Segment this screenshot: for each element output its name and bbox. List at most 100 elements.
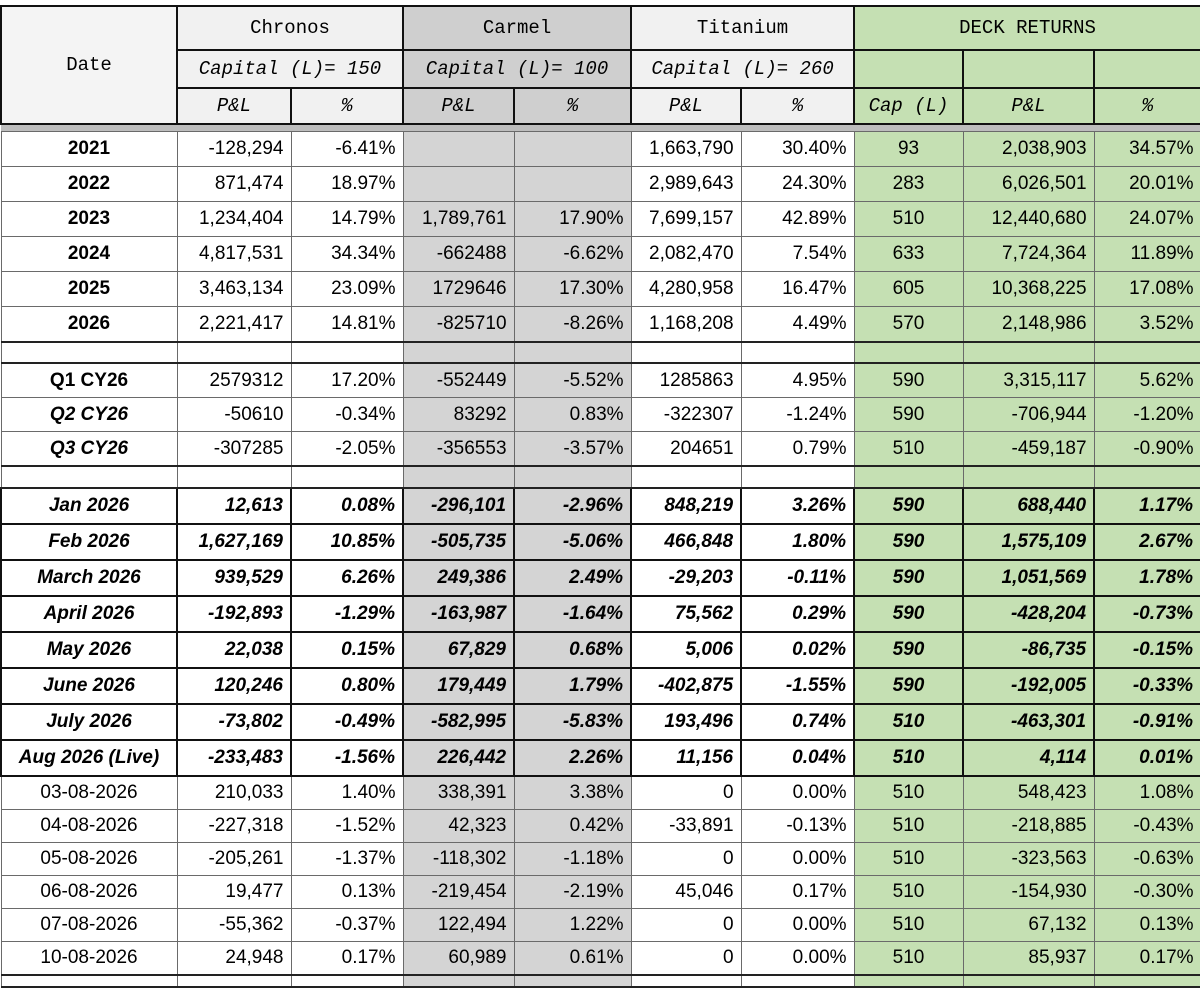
section: 03-08-2026 210,033 1.40% 338,391 3.38% 0 0.00%… [0,775,1200,976]
cell: -3.57% [513,431,632,467]
column-header: % [289,87,405,125]
cell: -2.05% [290,431,404,467]
cell: 204651 [630,431,742,467]
cell: 0.17% [290,941,404,976]
capital: Capital (L)= 150 [175,49,405,89]
blank-cell [962,465,1095,489]
column-row: P&L% P&L% P&L% Cap (L) P&L% [1,87,1200,125]
cell: -1.18% [513,842,632,876]
cell: 179,449 [402,667,516,705]
data-row: March 2026 939,529 6.26% 249,386 2.49% -29,20… [0,559,1200,597]
cell: 590 [853,397,964,432]
cell: 10.85% [289,523,405,561]
cell: 0.83% [513,397,632,432]
cell: 42,323 [402,809,515,843]
cell: 510 [853,875,964,909]
cell: -706,944 [962,397,1095,432]
row-label: May 2026 [0,631,178,669]
separator-cell [1,124,1200,132]
cell: 20.01% [1093,166,1200,202]
cell: 0 [630,908,742,942]
cell: -2.96% [513,487,633,525]
row-label: 06-08-2026 [0,875,178,909]
cell: 1,663,790 [630,131,742,167]
cell: 122,494 [402,908,515,942]
row-label: 2024 [0,236,178,272]
cell: 6.26% [289,559,405,597]
row-label: Q1 CY26 [0,362,178,398]
row-label: Q2 CY26 [0,397,178,432]
cell: 7.54% [740,236,855,272]
cell: 0.42% [513,809,632,843]
blank-cell [402,974,515,988]
cell: -428,204 [962,595,1096,633]
cell: -118,302 [402,842,515,876]
cell: 17.20% [290,362,404,398]
cell: -0.33% [1093,667,1200,705]
cell: -192,005 [962,667,1096,705]
cell: 1,051,569 [962,559,1096,597]
cell: 249,386 [402,559,516,597]
cell: 1285863 [630,362,742,398]
row-label: April 2026 [0,595,178,633]
row-label: Jan 2026 [0,487,178,525]
row-label: 05-08-2026 [0,842,178,876]
cell: 30.40% [740,131,855,167]
blank-cell [290,465,404,489]
data-row: 2023 1,234,404 14.79% 1,789,761 17.90% 7,699,… [0,201,1200,237]
cell: 1,575,109 [962,523,1096,561]
cell: 590 [853,362,964,398]
cell: 0.00% [740,775,855,810]
data-row: 2022 871,474 18.97% 2,989,643 24.30% 283 6,026… [0,166,1200,202]
cell: -8.26% [513,306,632,343]
cell: 590 [853,667,965,705]
cell: 0.08% [289,487,405,525]
data-row: June 2026 120,246 0.80% 179,449 1.79% -402,87… [0,667,1200,705]
cell: -356553 [402,431,515,467]
column-header: P&L [176,87,292,125]
cell: -2.19% [513,875,632,909]
column-header: Cap (L) [853,87,965,125]
data-row: 2024 4,817,531 34.34% -662488 -6.62% 2,082,47… [0,236,1200,272]
cell [513,131,632,167]
cell: -128,294 [176,131,292,167]
blank-cell [630,974,742,988]
blank-cell [740,465,855,489]
cell: 2,148,986 [962,306,1095,343]
spacer [0,974,1200,988]
cell: 590 [853,559,965,597]
cell: 570 [853,306,964,343]
cell: -1.55% [740,667,856,705]
blank-cell [1093,49,1200,89]
cell: 3,315,117 [962,362,1095,398]
cell: 2,989,643 [630,166,742,202]
cell: 688,440 [962,487,1096,525]
blank-cell [290,974,404,988]
cell: 4.95% [740,362,855,398]
cell: 2,082,470 [630,236,742,272]
data-row: 05-08-2026 -205,261 -1.37% -118,302 -1.18% 0 0… [0,842,1200,876]
row-label: June 2026 [0,667,178,705]
blank-cell [513,341,632,364]
strategy-name: Chronos [175,5,405,51]
cell: 0.68% [513,631,633,669]
cell: -463,301 [962,703,1096,741]
spacer [0,341,1200,364]
cell: -0.90% [1093,431,1200,467]
cell: -55,362 [176,908,292,942]
cell: 1.80% [740,523,856,561]
cell [402,166,515,202]
cell: 193,496 [630,703,743,741]
cell: 34.34% [290,236,404,272]
cell: 60,989 [402,941,515,976]
cell: -6.62% [513,236,632,272]
cell: 510 [853,703,965,741]
spacer-row [0,465,1200,489]
returns-table: Date Chronos Carmel Titanium DECK RETURNS Cap… [0,5,1200,988]
cell: 0.01% [1093,739,1200,777]
blank-cell [1093,465,1200,489]
cell: 67,829 [402,631,516,669]
blank-cell [0,974,178,988]
cell: -29,203 [630,559,743,597]
cell: -582,995 [402,703,516,741]
